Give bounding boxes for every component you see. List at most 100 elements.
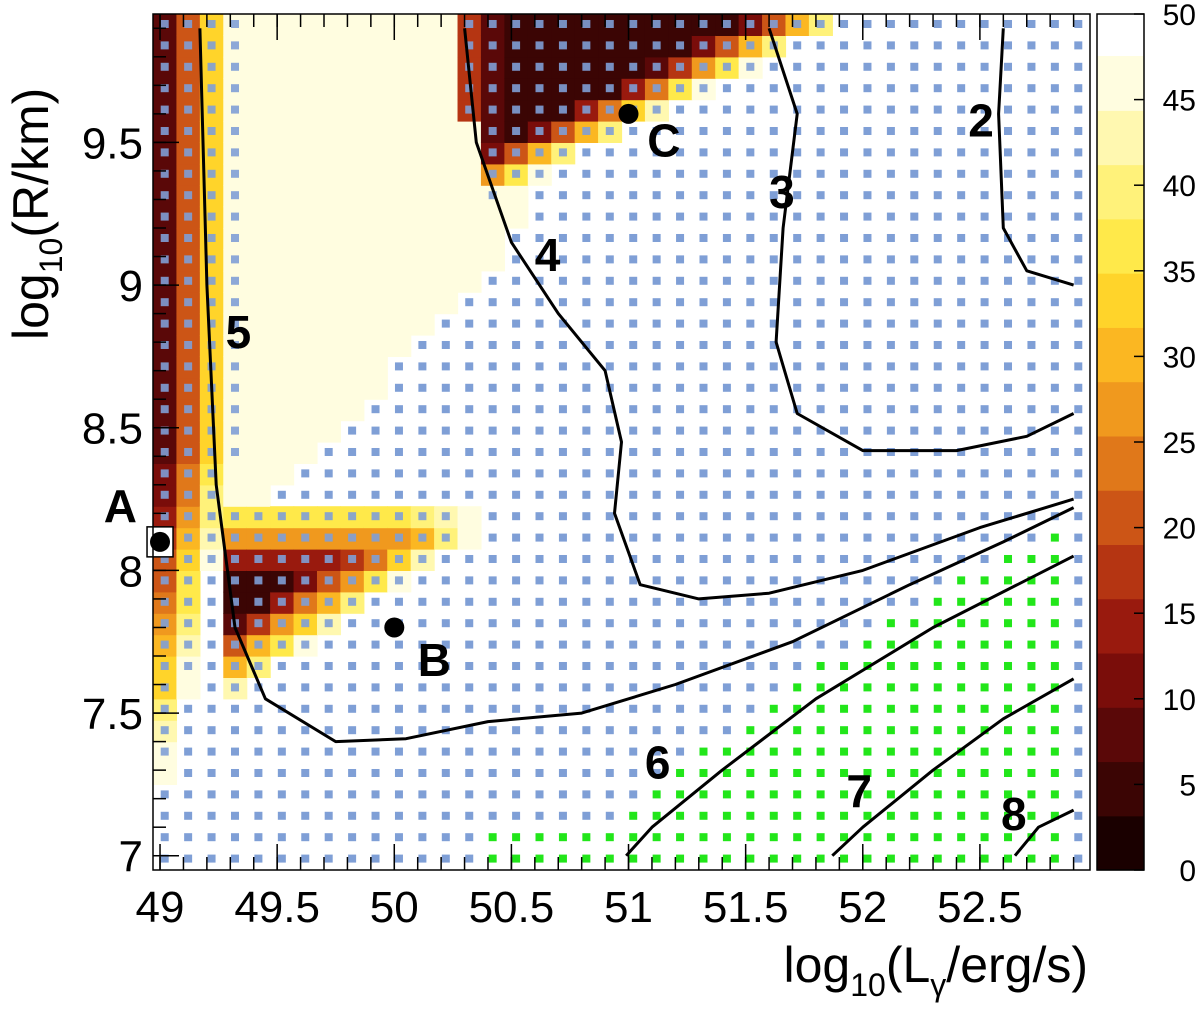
heatmap-cell [316, 185, 342, 208]
blue-marker [980, 148, 989, 157]
blue-marker [582, 212, 591, 221]
blue-marker [558, 84, 567, 93]
blue-marker [699, 169, 708, 178]
heatmap-cell [340, 14, 365, 36]
blue-marker [1027, 533, 1036, 542]
blue-marker [676, 126, 685, 135]
blue-marker [1004, 126, 1013, 135]
blue-marker [816, 105, 825, 114]
blue-marker [1050, 62, 1059, 71]
blue-marker [933, 191, 942, 200]
blue-marker [184, 255, 193, 264]
blue-marker [722, 597, 731, 606]
blue-marker [160, 169, 169, 178]
blue-marker [230, 319, 239, 328]
heatmap-cell [246, 163, 271, 186]
blue-marker [512, 469, 521, 478]
blue-marker [324, 490, 333, 499]
heatmap-cell [316, 35, 342, 58]
blue-marker [886, 62, 895, 71]
heatmap-cell [387, 185, 412, 208]
green-marker [699, 790, 708, 799]
blue-marker [793, 169, 802, 178]
blue-marker [535, 19, 544, 28]
blue-marker [699, 298, 708, 307]
blue-marker [722, 533, 731, 542]
blue-marker [1004, 41, 1013, 50]
blue-marker [277, 811, 286, 820]
green-marker [980, 619, 989, 628]
green-marker [886, 811, 895, 820]
blue-marker [535, 319, 544, 328]
green-marker [957, 597, 966, 606]
blue-marker [230, 597, 239, 606]
blue-marker [769, 597, 778, 606]
blue-marker [512, 405, 521, 414]
blue-marker [465, 340, 474, 349]
blue-marker [1074, 191, 1083, 200]
blue-marker [512, 447, 521, 456]
blue-marker [582, 640, 591, 649]
green-marker [910, 854, 919, 863]
blue-marker [394, 597, 403, 606]
green-marker [863, 640, 872, 649]
green-marker [488, 833, 497, 842]
blue-marker [1004, 212, 1013, 221]
blue-marker [699, 212, 708, 221]
green-marker [769, 833, 778, 842]
blue-marker [441, 362, 450, 371]
blue-marker [184, 362, 193, 371]
blue-marker [184, 661, 193, 670]
blue-marker [535, 383, 544, 392]
contour-label-4: 4 [535, 229, 561, 281]
blue-marker [535, 447, 544, 456]
blue-marker [371, 512, 380, 521]
blue-marker [863, 276, 872, 285]
blue-marker [512, 19, 521, 28]
blue-marker [1027, 41, 1036, 50]
blue-marker [418, 790, 427, 799]
green-marker [1050, 597, 1059, 606]
blue-marker [933, 276, 942, 285]
green-marker [957, 704, 966, 713]
blue-marker [512, 490, 521, 499]
x-tick-label: 49.5 [234, 883, 320, 932]
blue-marker [230, 661, 239, 670]
blue-marker [230, 212, 239, 221]
blue-marker [840, 533, 849, 542]
blue-marker [840, 597, 849, 606]
heatmap-cell [504, 206, 529, 229]
green-marker [746, 747, 755, 756]
green-marker [1027, 811, 1036, 820]
x-tick-label: 50 [370, 883, 419, 932]
blue-marker [722, 447, 731, 456]
blue-marker [699, 62, 708, 71]
blue-marker [840, 105, 849, 114]
blue-marker [1004, 191, 1013, 200]
heatmap-cell [316, 78, 342, 101]
blue-marker [371, 426, 380, 435]
heatmap-cell [293, 249, 318, 272]
blue-marker [558, 661, 567, 670]
blue-marker [1074, 19, 1083, 28]
blue-marker [816, 255, 825, 264]
heatmap-cell [363, 292, 388, 315]
blue-marker [324, 854, 333, 863]
blue-marker [512, 169, 521, 178]
blue-marker [1050, 148, 1059, 157]
blue-marker [1074, 854, 1083, 863]
blue-marker [746, 661, 755, 670]
blue-marker [348, 833, 357, 842]
blue-marker [184, 833, 193, 842]
blue-marker [394, 640, 403, 649]
blue-marker [582, 619, 591, 628]
blue-marker [933, 319, 942, 328]
blue-marker [371, 833, 380, 842]
blue-marker [933, 169, 942, 178]
contour-label-3: 3 [769, 166, 795, 218]
blue-marker [746, 255, 755, 264]
heatmap-cell [270, 420, 295, 443]
blue-marker [1074, 576, 1083, 585]
blue-marker [793, 233, 802, 242]
blue-marker [605, 169, 614, 178]
